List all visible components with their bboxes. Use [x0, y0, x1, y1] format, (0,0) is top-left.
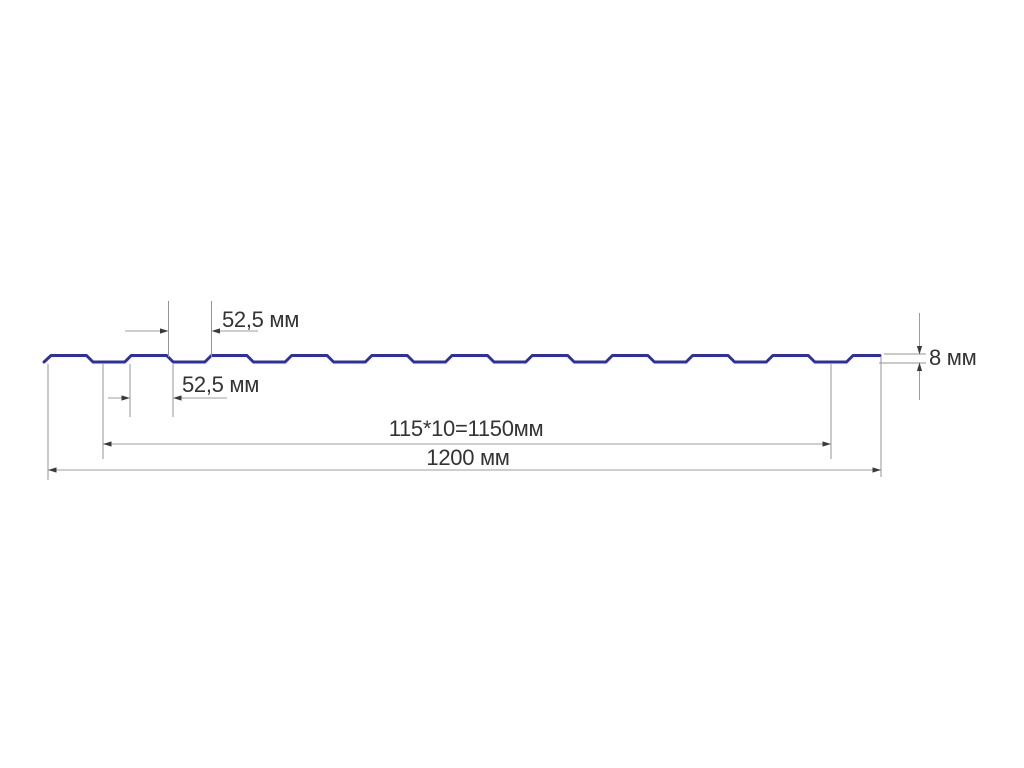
bottom-pitch-label: 52,5 мм: [182, 372, 259, 397]
dim-profile-height: 8 мм: [879, 313, 977, 400]
arrowhead-right-icon: [872, 467, 881, 473]
arrowhead-right-icon: [822, 441, 831, 447]
arrowhead-left-icon: [211, 328, 220, 334]
arrowhead-left-icon: [103, 441, 112, 447]
working-width-label: 115*10=1150мм: [389, 416, 544, 441]
dim-overall-width: 1200 мм: [47, 357, 882, 480]
top-pitch-label: 52,5 мм: [222, 307, 299, 332]
arrowhead-right-icon: [121, 395, 130, 401]
profile-height-label: 8 мм: [929, 345, 976, 370]
arrowhead-up-icon: [916, 362, 923, 371]
dim-working-width: 115*10=1150мм: [102, 364, 832, 459]
arrowhead-right-icon: [160, 328, 169, 334]
arrowhead-down-icon: [916, 346, 923, 355]
dim-bottom-pitch: 52,5 мм: [108, 364, 259, 417]
arrowhead-left-icon: [48, 467, 57, 473]
dim-top-pitch: 52,5 мм: [125, 301, 299, 357]
sheet-profile-line: [42, 354, 882, 364]
overall-width-label: 1200 мм: [426, 445, 509, 470]
arrowhead-left-icon: [173, 395, 182, 401]
